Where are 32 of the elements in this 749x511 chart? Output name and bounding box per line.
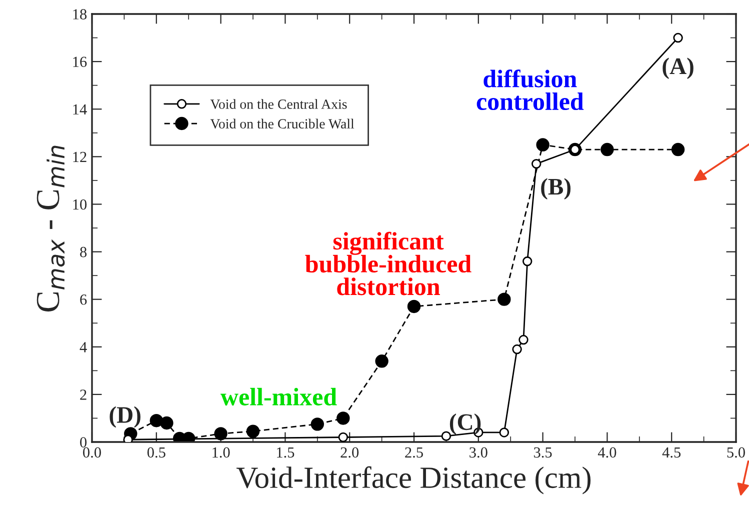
x-tick-label: 3.5 <box>534 447 552 458</box>
x-tick-label: 5.0 <box>727 447 745 458</box>
x-tick-label: 2.0 <box>340 447 359 458</box>
y-tick-label: 10 <box>73 199 87 210</box>
x-tick-label: 0.5 <box>147 447 166 458</box>
y-tick-label: 0 <box>80 437 87 448</box>
legend-label: Void on the Crucible Wall <box>210 118 354 129</box>
y-tick-label: 8 <box>80 246 87 258</box>
y-tick-label: 18 <box>73 9 87 20</box>
x-tick-label: 1.0 <box>212 447 230 458</box>
y-tick-label: 4 <box>80 342 87 352</box>
y-tick-label: 6 <box>80 294 87 305</box>
annotation: (C) <box>450 413 481 435</box>
y-axis-title: C$_{max}$ - C$_{min}$ <box>36 146 65 312</box>
y-tick-label: 12 <box>73 152 86 162</box>
y-tick-label: 14 <box>73 104 87 114</box>
annotation: well-mixed <box>220 388 337 406</box>
legend-label: Void on the Central Axis <box>210 99 347 109</box>
x-tick-label: 4.5 <box>662 447 681 458</box>
x-tick-label: 1.5 <box>276 447 294 458</box>
x-tick-label: 2.5 <box>405 447 423 458</box>
y-tick-label: 16 <box>73 56 87 68</box>
annotation: diffusion controlled <box>476 70 584 110</box>
x-axis-title: Void-Interface Distance (cm) <box>236 466 591 494</box>
y-tick-label: 2 <box>80 390 86 400</box>
x-tick-label: 3.0 <box>470 447 488 458</box>
x-tick-label: 4.0 <box>598 447 616 458</box>
annotation: (A) <box>662 58 694 80</box>
annotation: significant bubble-induced distortion <box>305 232 472 296</box>
annotation: (B) <box>541 178 571 200</box>
x-tick-label: 0.0 <box>83 447 101 458</box>
annotation: (D) <box>110 406 140 428</box>
